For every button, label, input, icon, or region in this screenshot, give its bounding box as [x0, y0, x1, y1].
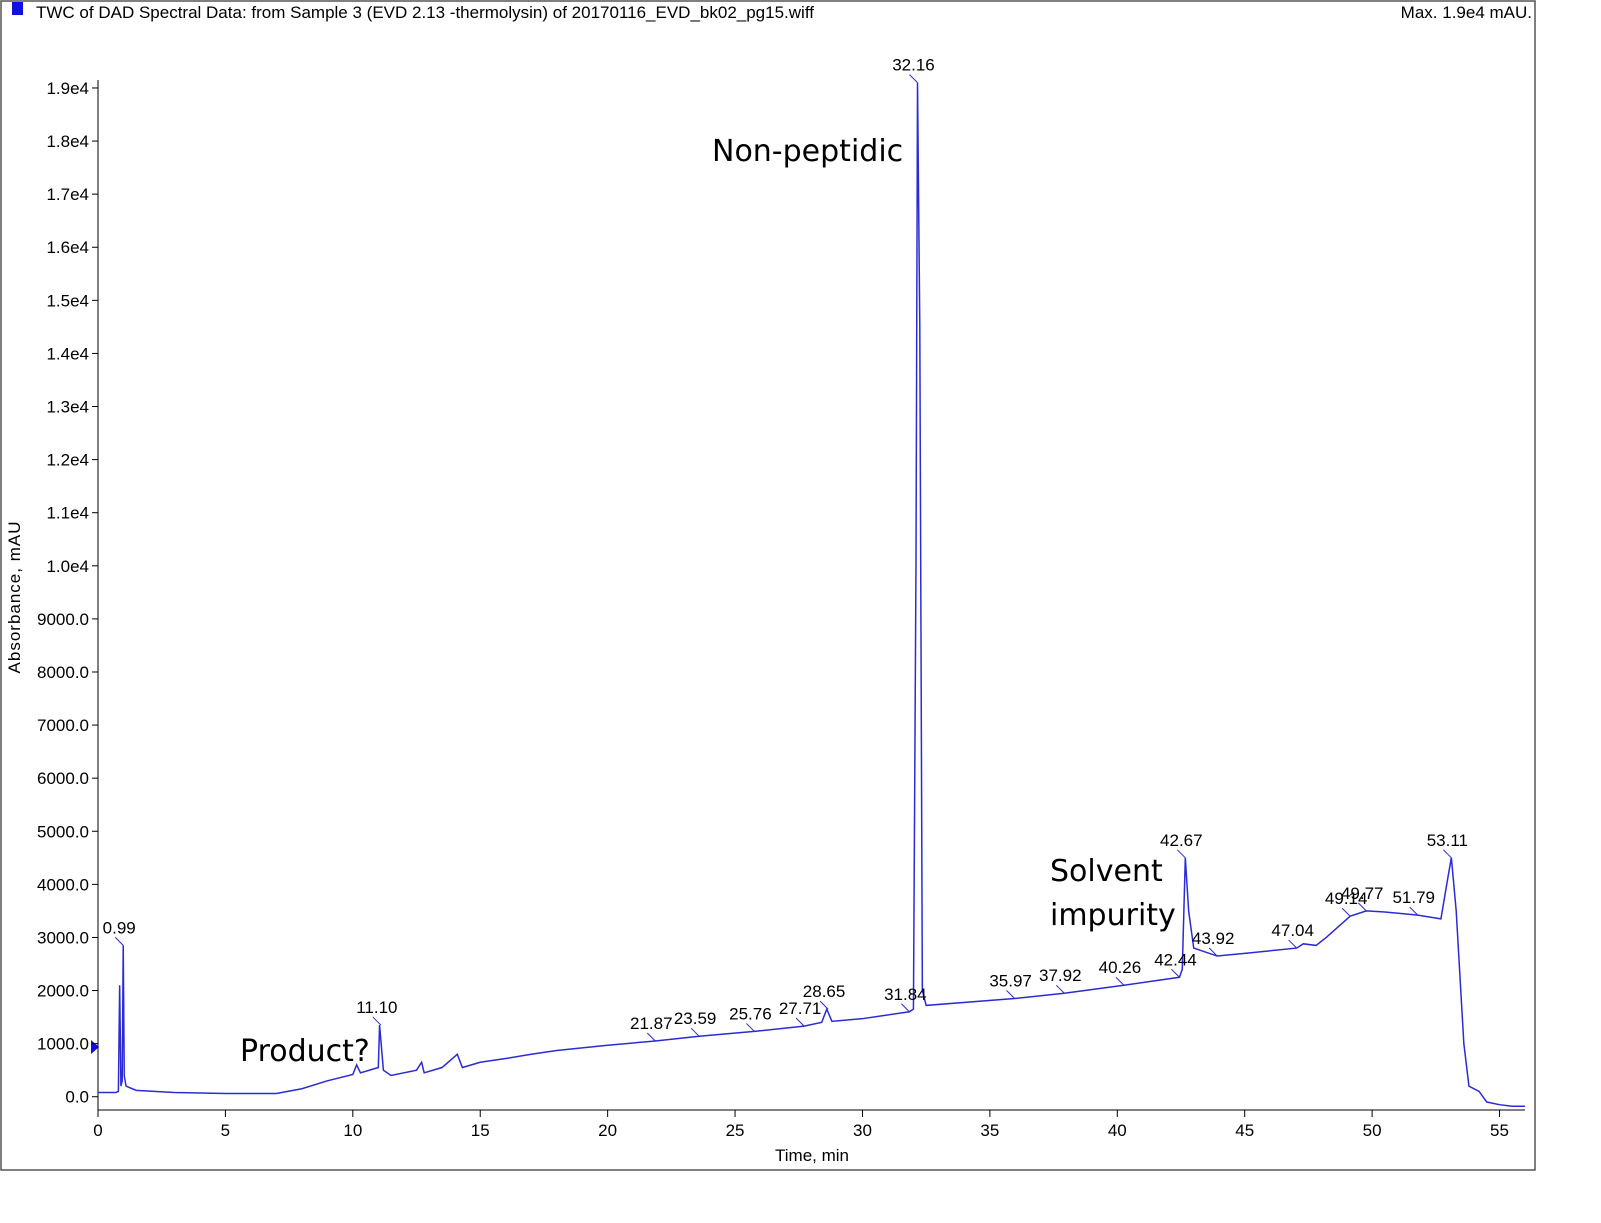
peak-leader	[1443, 849, 1452, 859]
y-tick-label: 1.6e4	[46, 238, 89, 257]
annotation: Solvent impurity	[1050, 854, 1176, 933]
peak-label: 42.44	[1154, 950, 1197, 969]
annotation: Product?	[240, 1034, 370, 1069]
y-tick-label: 1.8e4	[46, 132, 89, 151]
peak-label: 32.16	[892, 56, 935, 75]
peak-label: 35.97	[989, 972, 1032, 991]
peak-label: 40.26	[1099, 958, 1142, 977]
annotation: Non-peptidic	[712, 134, 904, 169]
y-tick-label: 4000.0	[37, 875, 89, 894]
y-tick-label: 1.9e4	[46, 79, 89, 98]
peak-leader	[909, 74, 918, 84]
max-label: Max. 1.9e4 mAU.	[1401, 3, 1532, 22]
peak-label: 53.11	[1427, 831, 1468, 850]
x-tick-label: 35	[980, 1121, 999, 1140]
x-tick-label: 15	[471, 1121, 490, 1140]
x-tick-label: 30	[853, 1121, 872, 1140]
x-tick-label: 40	[1108, 1121, 1127, 1140]
peak-leader	[1171, 968, 1180, 978]
x-tick-label: 55	[1490, 1121, 1509, 1140]
peak-label: 49.14	[1325, 889, 1368, 908]
peak-leader	[819, 1000, 829, 1010]
x-tick-label: 20	[598, 1121, 617, 1140]
legend-swatch	[12, 2, 23, 15]
peak-label: 28.65	[803, 982, 846, 1001]
y-tick-label: 7000.0	[37, 716, 89, 735]
peak-label: 27.71	[779, 999, 822, 1018]
y-tick-label: 3000.0	[37, 928, 89, 947]
peak-leader	[1176, 849, 1186, 859]
y-tick-label: 1.1e4	[46, 504, 89, 523]
peak-label: 21.87	[630, 1014, 673, 1033]
x-tick-label: 25	[726, 1121, 745, 1140]
peak-leader	[114, 937, 124, 946]
peak-leader	[1409, 906, 1419, 916]
y-tick-label: 1000.0	[37, 1035, 89, 1054]
frame	[0, 0, 1536, 1171]
y-tick-label: 1.3e4	[46, 398, 89, 417]
peak-leader	[1288, 939, 1298, 949]
y-tick-label: 1.5e4	[46, 291, 89, 310]
peak-label: 0.99	[103, 918, 136, 937]
peak-label: 23.59	[674, 1009, 717, 1028]
y-tick-label: 0.0	[65, 1088, 89, 1107]
peak-leader	[372, 1016, 382, 1026]
peak-leader	[1341, 907, 1351, 917]
x-tick-label: 0	[93, 1121, 102, 1140]
peak-label: 31.84	[884, 985, 927, 1004]
y-tick-label: 5000.0	[37, 822, 89, 841]
peak-label: 25.76	[729, 1004, 772, 1023]
peak-leader	[1115, 976, 1125, 986]
peak-label: 11.10	[356, 998, 397, 1017]
y-tick-label: 1.2e4	[46, 451, 89, 470]
x-tick-label: 10	[343, 1121, 362, 1140]
y-tick-label: 2000.0	[37, 982, 89, 1001]
peak-leader	[746, 1023, 755, 1032]
chart-title: TWC of DAD Spectral Data: from Sample 3 …	[36, 3, 814, 22]
peak-label: 51.79	[1392, 888, 1435, 907]
y-tick-label: 8000.0	[37, 663, 89, 682]
peak-leader	[795, 1017, 805, 1027]
peak-label: 42.67	[1160, 831, 1203, 850]
x-tick-label: 45	[1235, 1121, 1254, 1140]
peak-leader	[1006, 990, 1015, 999]
peak-label: 37.92	[1039, 966, 1082, 985]
peak-label: 49.77	[1341, 884, 1384, 903]
y-tick-label: 6000.0	[37, 769, 89, 788]
y-tick-label: 9000.0	[37, 610, 89, 629]
y-tick-label: 1.7e4	[46, 185, 89, 204]
peak-leader	[690, 1027, 700, 1037]
trace	[98, 82, 1525, 1108]
peak-leader	[1357, 902, 1367, 912]
x-tick-label: 5	[221, 1121, 230, 1140]
x-tick-label: 50	[1363, 1121, 1382, 1140]
peak-leader	[1208, 947, 1218, 957]
y-axis-label: Absorbance, mAU	[5, 521, 24, 674]
x-axis-label: Time, min	[775, 1146, 849, 1165]
peak-label: 43.92	[1192, 929, 1235, 948]
peak-label: 47.04	[1271, 921, 1314, 940]
peak-leader	[1055, 984, 1065, 994]
y-tick-label: 1.4e4	[46, 344, 89, 363]
y-tick-label: 1.0e4	[46, 557, 89, 576]
peak-leader	[646, 1032, 656, 1042]
peak-leader	[900, 1003, 910, 1013]
